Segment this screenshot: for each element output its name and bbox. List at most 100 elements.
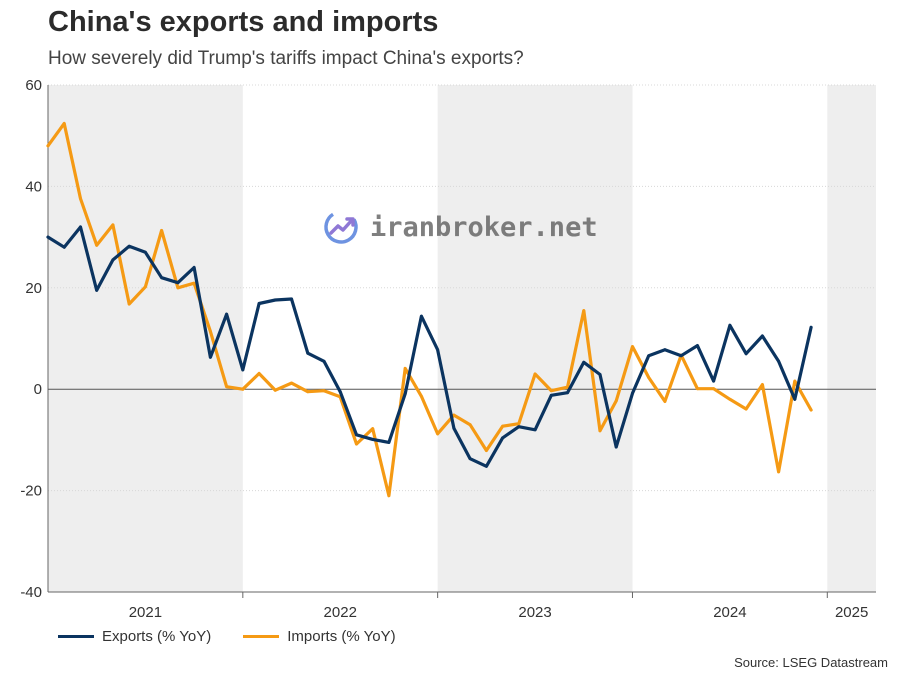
data-point-imports-2024-06 <box>712 387 716 391</box>
y-tick-label: -40 <box>20 584 42 601</box>
data-point-imports-2023-05 <box>501 424 504 428</box>
data-point-imports-2022-02 <box>257 372 261 375</box>
data-point-exports-2024-02 <box>647 354 651 358</box>
series-imports <box>46 121 813 498</box>
data-point-exports-2021-12 <box>225 312 228 316</box>
data-point-exports-2023-10 <box>582 360 586 364</box>
data-point-exports-2021-03 <box>79 225 82 229</box>
legend-label-imports: Imports (% YoY) <box>287 628 396 645</box>
data-point-imports-2024-07 <box>728 397 732 401</box>
data-point-imports-2023-07 <box>533 372 537 376</box>
data-point-imports-2024-08 <box>744 407 748 411</box>
data-point-imports-2021-05 <box>111 223 115 227</box>
y-tick-label: 20 <box>25 280 42 297</box>
data-point-exports-2024-07 <box>728 323 732 327</box>
data-point-imports-2022-03 <box>273 388 277 392</box>
data-point-exports-2022-07 <box>338 390 342 394</box>
data-point-exports-2021-10 <box>192 266 196 269</box>
data-point-imports-2024-12 <box>809 408 813 412</box>
data-point-exports-2024-04 <box>679 354 683 358</box>
data-point-imports-2024-01 <box>631 345 634 349</box>
data-point-imports-2023-09 <box>566 385 569 389</box>
data-point-imports-2021-04 <box>95 243 99 247</box>
watermark-logo-icon <box>324 210 358 244</box>
y-tick-label: -20 <box>20 483 42 500</box>
data-point-imports-2021-07 <box>144 285 147 289</box>
year-band-2023 <box>437 85 633 592</box>
data-point-exports-2024-08 <box>744 352 748 356</box>
year-band-2021 <box>48 85 243 592</box>
data-point-exports-2022-12 <box>420 314 423 318</box>
data-point-exports-2021-01 <box>46 235 50 239</box>
legend-item-imports: Imports (% YoY) <box>243 628 396 645</box>
data-point-imports-2021-10 <box>192 281 196 285</box>
series-lines-group <box>46 121 876 498</box>
data-point-exports-2023-09 <box>566 391 569 395</box>
data-point-exports-2024-12 <box>809 325 813 329</box>
data-point-exports-2023-01 <box>436 348 440 352</box>
data-point-exports-2024-10 <box>777 359 780 363</box>
data-point-imports-2023-10 <box>582 309 586 313</box>
y-axis: -40 -20 0 20 40 60 <box>20 77 49 601</box>
data-point-exports-2022-05 <box>306 351 310 355</box>
data-point-imports-2022-01 <box>241 387 245 391</box>
y-tick-label: 0 <box>34 381 42 398</box>
data-point-imports-2022-04 <box>290 381 293 385</box>
data-point-imports-2021-09 <box>176 286 180 290</box>
data-point-exports-2022-10 <box>387 441 391 444</box>
x-axis: 2021 2022 2023 2024 2025 <box>48 591 876 621</box>
watermark-text: iranbroker.net <box>370 211 598 243</box>
data-point-imports-2024-05 <box>696 387 699 391</box>
data-point-exports-2021-06 <box>127 244 131 248</box>
data-point-exports-2021-02 <box>62 245 66 249</box>
watermark: iranbroker.net <box>322 208 598 246</box>
x-tick-label-2024: 2024 <box>713 604 746 621</box>
data-point-exports-2022-08 <box>355 433 358 437</box>
x-tick-label-2025: 2025 <box>835 604 868 621</box>
data-point-exports-2022-11 <box>403 392 407 396</box>
data-point-exports-2024-11 <box>793 397 797 401</box>
legend-label-exports: Exports (% YoY) <box>102 628 212 645</box>
data-point-exports-2022-04 <box>290 297 293 301</box>
data-point-imports-2024-03 <box>663 399 667 403</box>
data-point-imports-2023-03 <box>468 423 472 427</box>
data-point-imports-2021-12 <box>225 385 228 389</box>
data-point-imports-2022-05 <box>306 390 310 394</box>
data-point-exports-2022-09 <box>371 437 375 441</box>
data-point-imports-2023-06 <box>517 422 521 426</box>
data-point-imports-2022-11 <box>403 367 407 370</box>
x-tick-label-2021: 2021 <box>129 604 162 621</box>
data-point-imports-2021-06 <box>127 302 131 306</box>
data-point-exports-2023-03 <box>468 457 472 461</box>
data-point-imports-2022-08 <box>355 442 358 446</box>
data-point-imports-2022-09 <box>371 427 375 431</box>
data-point-imports-2023-11 <box>598 429 602 433</box>
data-point-exports-2023-08 <box>549 393 553 397</box>
data-point-exports-2024-05 <box>696 344 699 347</box>
series-exports <box>46 225 813 468</box>
legend-swatch-exports <box>58 635 94 638</box>
year-band-2025 <box>827 85 876 592</box>
data-point-imports-2021-11 <box>208 330 212 333</box>
data-point-imports-2022-06 <box>322 389 326 393</box>
data-point-imports-2024-10 <box>777 470 780 474</box>
legend-swatch-imports <box>243 635 280 638</box>
year-shading-group <box>48 85 876 592</box>
data-point-imports-2023-08 <box>549 389 553 393</box>
data-point-exports-2023-02 <box>452 426 456 430</box>
data-point-imports-2022-12 <box>420 394 423 398</box>
data-point-imports-2023-12 <box>614 399 618 403</box>
data-point-imports-2021-01 <box>46 144 50 148</box>
data-point-exports-2021-05 <box>111 258 115 262</box>
data-point-imports-2021-02 <box>62 122 66 125</box>
y-tick-label: 40 <box>25 178 42 195</box>
data-point-exports-2023-12 <box>614 445 618 449</box>
data-point-exports-2021-09 <box>176 281 180 285</box>
data-point-exports-2022-06 <box>322 359 326 363</box>
data-point-exports-2024-09 <box>760 334 764 338</box>
x-tick-label-2022: 2022 <box>324 604 357 621</box>
chart-subtitle: How severely did Trump's tariffs impact … <box>48 48 524 69</box>
data-point-imports-2022-10 <box>387 494 391 498</box>
data-point-exports-2021-07 <box>144 250 147 254</box>
